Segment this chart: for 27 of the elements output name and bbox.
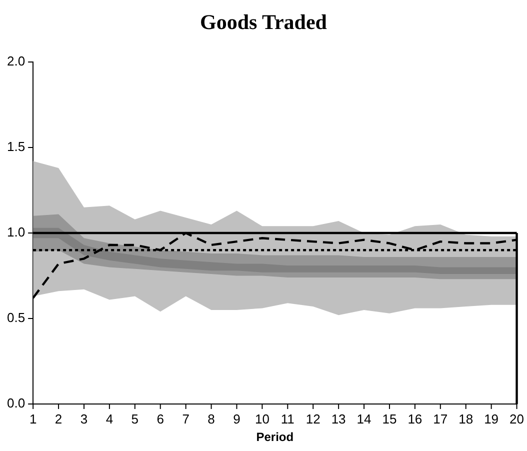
x-axis-title: Period (256, 430, 294, 444)
y-tick-label: 1.5 (6, 139, 26, 154)
x-tick-label: 19 (484, 411, 499, 426)
x-tick-label: 4 (106, 411, 114, 426)
x-tick-label: 15 (382, 411, 397, 426)
y-tick-label: 2.0 (6, 54, 26, 69)
x-tick-label: 13 (331, 411, 346, 426)
x-tick-label: 20 (510, 411, 524, 426)
x-tick-label: 1 (29, 411, 37, 426)
x-tick-label: 12 (306, 411, 320, 426)
x-tick-label: 17 (433, 411, 448, 426)
x-tick-label: 18 (458, 411, 474, 426)
x-tick-label: 10 (254, 411, 270, 426)
x-tick-label: 5 (131, 411, 139, 426)
x-tick-label: 3 (80, 411, 88, 426)
x-tick-label: 16 (408, 411, 422, 426)
y-tick-label: 0.0 (6, 396, 26, 411)
chart-title: Goods Traded (198, 10, 328, 35)
y-tick-label: 0.5 (6, 310, 26, 326)
x-tick-label: 6 (156, 411, 164, 426)
x-tick-label: 9 (233, 411, 240, 426)
x-tick-label: 11 (280, 411, 294, 426)
x-tick-label: 2 (54, 411, 62, 426)
x-tick-label: 7 (182, 411, 190, 426)
x-tick-label: 8 (208, 411, 215, 426)
x-tick-label: 14 (356, 411, 372, 426)
y-tick-label: 1.0 (6, 224, 26, 240)
